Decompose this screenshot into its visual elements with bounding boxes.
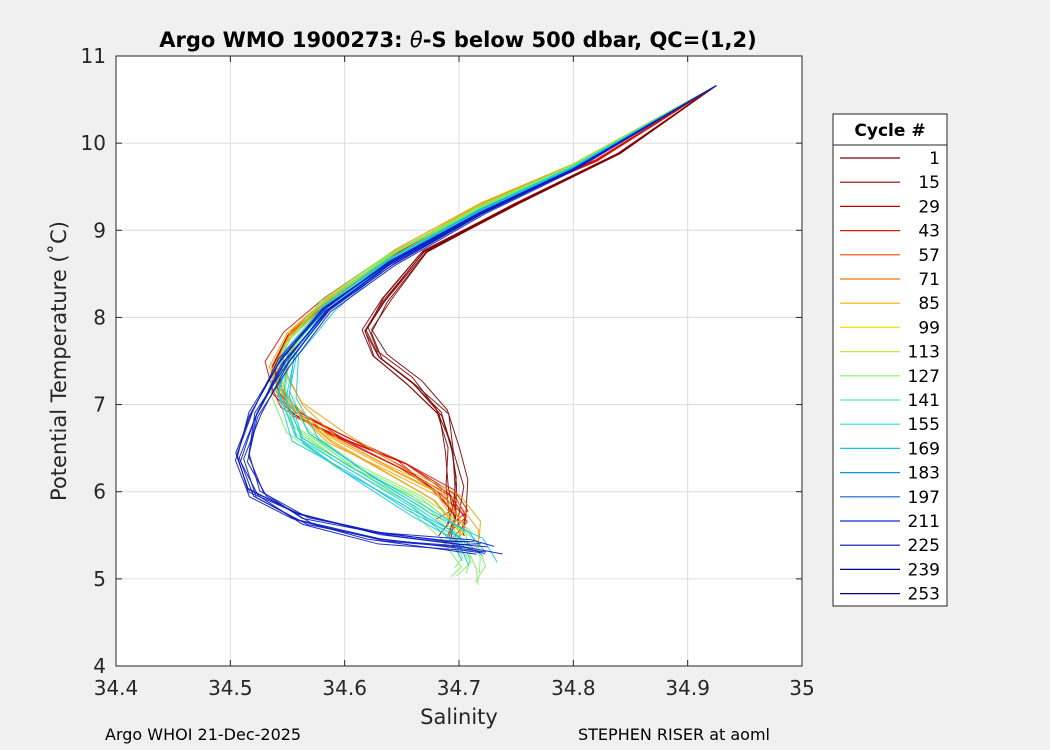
legend-label: 113 <box>908 343 940 363</box>
legend-label: 141 <box>908 391 940 411</box>
legend-label: 1 <box>929 149 940 169</box>
x-tick-label: 35 <box>789 676 814 700</box>
legend-label: 239 <box>908 560 940 580</box>
profiles <box>234 85 717 585</box>
legend-label: 57 <box>918 246 940 266</box>
y-tick-label: 11 <box>81 44 106 68</box>
profile-line <box>272 85 717 569</box>
footer-right: STEPHEN RISER at aoml <box>578 725 770 744</box>
profile-line <box>236 85 717 543</box>
profile-line <box>243 85 717 555</box>
profile-line <box>288 85 717 557</box>
y-tick-label: 9 <box>93 218 106 242</box>
legend-label: 169 <box>908 439 940 459</box>
x-tick-labels: 34.4 34.5 34.6 34.7 34.8 34.9 35 <box>94 676 815 700</box>
legend: Cycle # 1 15 29 43 57 71 85 99 113 127 141 155 169 18… <box>832 113 948 607</box>
y-tick-label: 4 <box>93 654 106 678</box>
x-tick-label: 34.7 <box>437 676 482 700</box>
grid <box>116 56 802 666</box>
tick-marks <box>115 55 803 667</box>
y-tick-label: 6 <box>93 480 106 504</box>
x-tick-label: 34.5 <box>208 676 253 700</box>
legend-label: 43 <box>918 222 940 242</box>
chart-title: Argo WMO 1900273: θ-S below 500 dbar, QC… <box>159 28 756 52</box>
legend-label: 29 <box>918 197 940 217</box>
legend-entries: 1 15 29 43 57 71 85 99 113 127 141 155 169 183 197 211 2… <box>840 149 940 605</box>
legend-label: 197 <box>908 488 940 508</box>
legend-label: 183 <box>908 464 940 484</box>
legend-title: Cycle # <box>854 121 925 141</box>
footer-left: Argo WHOI 21-Dec-2025 <box>105 725 302 744</box>
x-tick-label: 34.8 <box>551 676 596 700</box>
y-tick-label: 7 <box>93 393 106 417</box>
x-axis-label: Salinity <box>420 705 498 729</box>
legend-label: 71 <box>918 270 940 290</box>
profile-line <box>268 85 717 540</box>
legend-label: 211 <box>908 512 940 532</box>
y-tick-label: 5 <box>93 567 106 591</box>
legend-label: 155 <box>908 415 940 435</box>
legend-label: 99 <box>918 318 940 338</box>
x-tick-label: 34.9 <box>665 676 710 700</box>
profile-line <box>285 85 717 567</box>
y-tick-label: 10 <box>81 131 106 155</box>
profile-line <box>248 85 717 547</box>
y-tick-labels: 4 5 6 7 8 9 10 11 <box>81 44 106 678</box>
legend-label: 15 <box>918 173 940 193</box>
legend-label: 225 <box>908 536 940 556</box>
legend-box <box>832 113 948 607</box>
profile-line <box>234 85 717 555</box>
x-tick-label: 34.4 <box>94 676 139 700</box>
legend-label: 253 <box>908 585 940 605</box>
legend-label: 127 <box>908 367 940 387</box>
x-tick-label: 34.6 <box>322 676 367 700</box>
profile-line <box>370 85 717 532</box>
y-axis-label: Potential Temperature (˚C) <box>47 221 71 501</box>
y-tick-label: 8 <box>93 305 106 329</box>
legend-label: 85 <box>918 294 940 314</box>
